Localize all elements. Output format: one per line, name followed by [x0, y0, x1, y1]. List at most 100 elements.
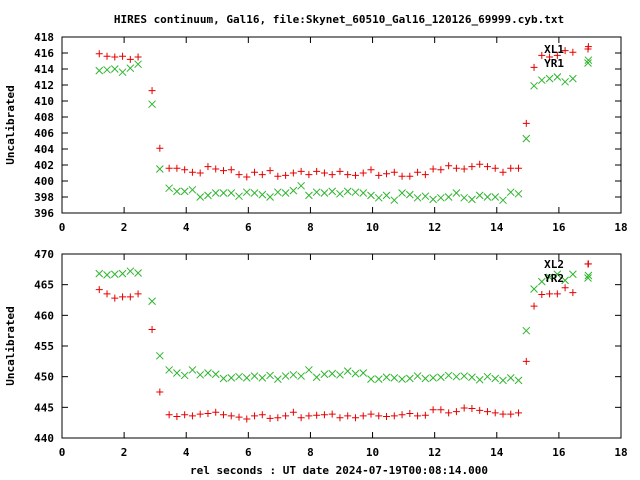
data-point	[227, 374, 236, 382]
data-point	[181, 166, 189, 174]
data-point	[383, 413, 391, 421]
y-tick-label: 402	[34, 159, 54, 172]
data-point	[406, 409, 414, 417]
plot-frame	[61, 253, 622, 439]
data-point	[297, 167, 305, 175]
data-point	[251, 168, 259, 176]
data-point	[103, 290, 111, 298]
y-tick-label: 418	[34, 31, 54, 44]
x-tick-label: 0	[59, 221, 66, 234]
data-point	[289, 370, 298, 379]
data-point	[103, 52, 111, 60]
data-point	[367, 166, 375, 174]
data-point	[180, 187, 189, 196]
top-panel: 396 398 400 402 404 406 408 410 412 414 416 418 0 2 4 6…	[4, 31, 628, 234]
y-tick-label: 396	[34, 207, 54, 220]
data-point	[235, 171, 243, 179]
data-point	[569, 289, 577, 297]
y-tick-label: 408	[34, 111, 54, 124]
y-tick-label: 398	[34, 191, 54, 204]
y-axis-label: Uncalibrated	[4, 306, 17, 385]
data-point	[444, 193, 453, 201]
y-tick-label: 450	[34, 371, 54, 384]
data-point	[305, 171, 313, 179]
data-point	[553, 73, 562, 81]
data-point	[506, 374, 515, 382]
data-point	[374, 193, 383, 202]
y-tick-label: 465	[34, 279, 54, 292]
x-tick-label: 14	[490, 446, 504, 459]
data-point	[258, 171, 266, 179]
legend-label: YR2	[544, 272, 564, 285]
data-point	[359, 412, 367, 420]
data-point	[242, 374, 251, 382]
data-point	[483, 408, 491, 416]
data-point	[390, 168, 398, 176]
data-point	[546, 53, 554, 61]
data-point	[103, 270, 111, 279]
series-YR1	[95, 56, 593, 205]
data-point	[110, 65, 119, 73]
data-point	[211, 189, 220, 197]
data-point	[445, 162, 453, 170]
data-point	[211, 370, 220, 379]
data-point	[110, 270, 119, 279]
data-point	[414, 168, 422, 176]
data-point	[212, 408, 220, 416]
data-point	[305, 366, 313, 374]
data-point	[289, 169, 297, 177]
data-point	[452, 372, 461, 381]
data-point	[483, 193, 492, 201]
data-point	[312, 188, 321, 197]
data-point	[188, 412, 196, 420]
x-tick-label: 14	[490, 221, 504, 234]
data-point	[468, 373, 476, 382]
data-point	[460, 372, 469, 380]
y-tick-label: 412	[34, 79, 54, 92]
data-point	[437, 193, 445, 202]
data-point	[359, 169, 367, 177]
x-tick-label: 0	[59, 446, 66, 459]
data-point	[196, 410, 204, 418]
data-point	[475, 191, 484, 200]
data-point	[227, 166, 235, 174]
legend-label: XL1	[544, 43, 564, 56]
data-point	[507, 410, 515, 418]
data-point	[134, 269, 142, 277]
data-point	[421, 374, 430, 383]
data-point	[250, 189, 259, 197]
data-point	[561, 77, 569, 86]
data-point	[173, 369, 181, 377]
data-point	[281, 189, 290, 197]
data-point	[204, 409, 212, 417]
data-point	[134, 60, 142, 69]
data-point	[514, 189, 523, 198]
data-point	[320, 411, 328, 419]
data-point	[405, 374, 414, 383]
data-point	[491, 374, 500, 383]
data-point	[134, 53, 142, 61]
data-point	[569, 74, 577, 83]
series-YR2	[95, 267, 593, 385]
data-point	[297, 181, 305, 190]
data-point	[460, 165, 468, 173]
data-point	[537, 277, 546, 286]
data-point	[367, 191, 375, 200]
data-point	[530, 302, 538, 310]
chart-title: HIRES continuum, Gal16, file:Skynet_6051…	[114, 13, 564, 26]
data-point	[235, 192, 243, 201]
data-point	[421, 192, 430, 201]
data-point	[219, 411, 227, 419]
data-point	[95, 286, 103, 294]
y-tick-label: 406	[34, 127, 54, 140]
data-point	[421, 411, 429, 419]
x-tick-label: 10	[366, 446, 379, 459]
data-point	[546, 290, 554, 298]
data-point	[155, 351, 164, 360]
series-XL2	[95, 260, 592, 423]
data-point	[414, 412, 422, 420]
data-point	[328, 187, 337, 196]
data-point	[398, 375, 406, 383]
data-point	[468, 405, 476, 413]
data-point	[297, 414, 305, 422]
